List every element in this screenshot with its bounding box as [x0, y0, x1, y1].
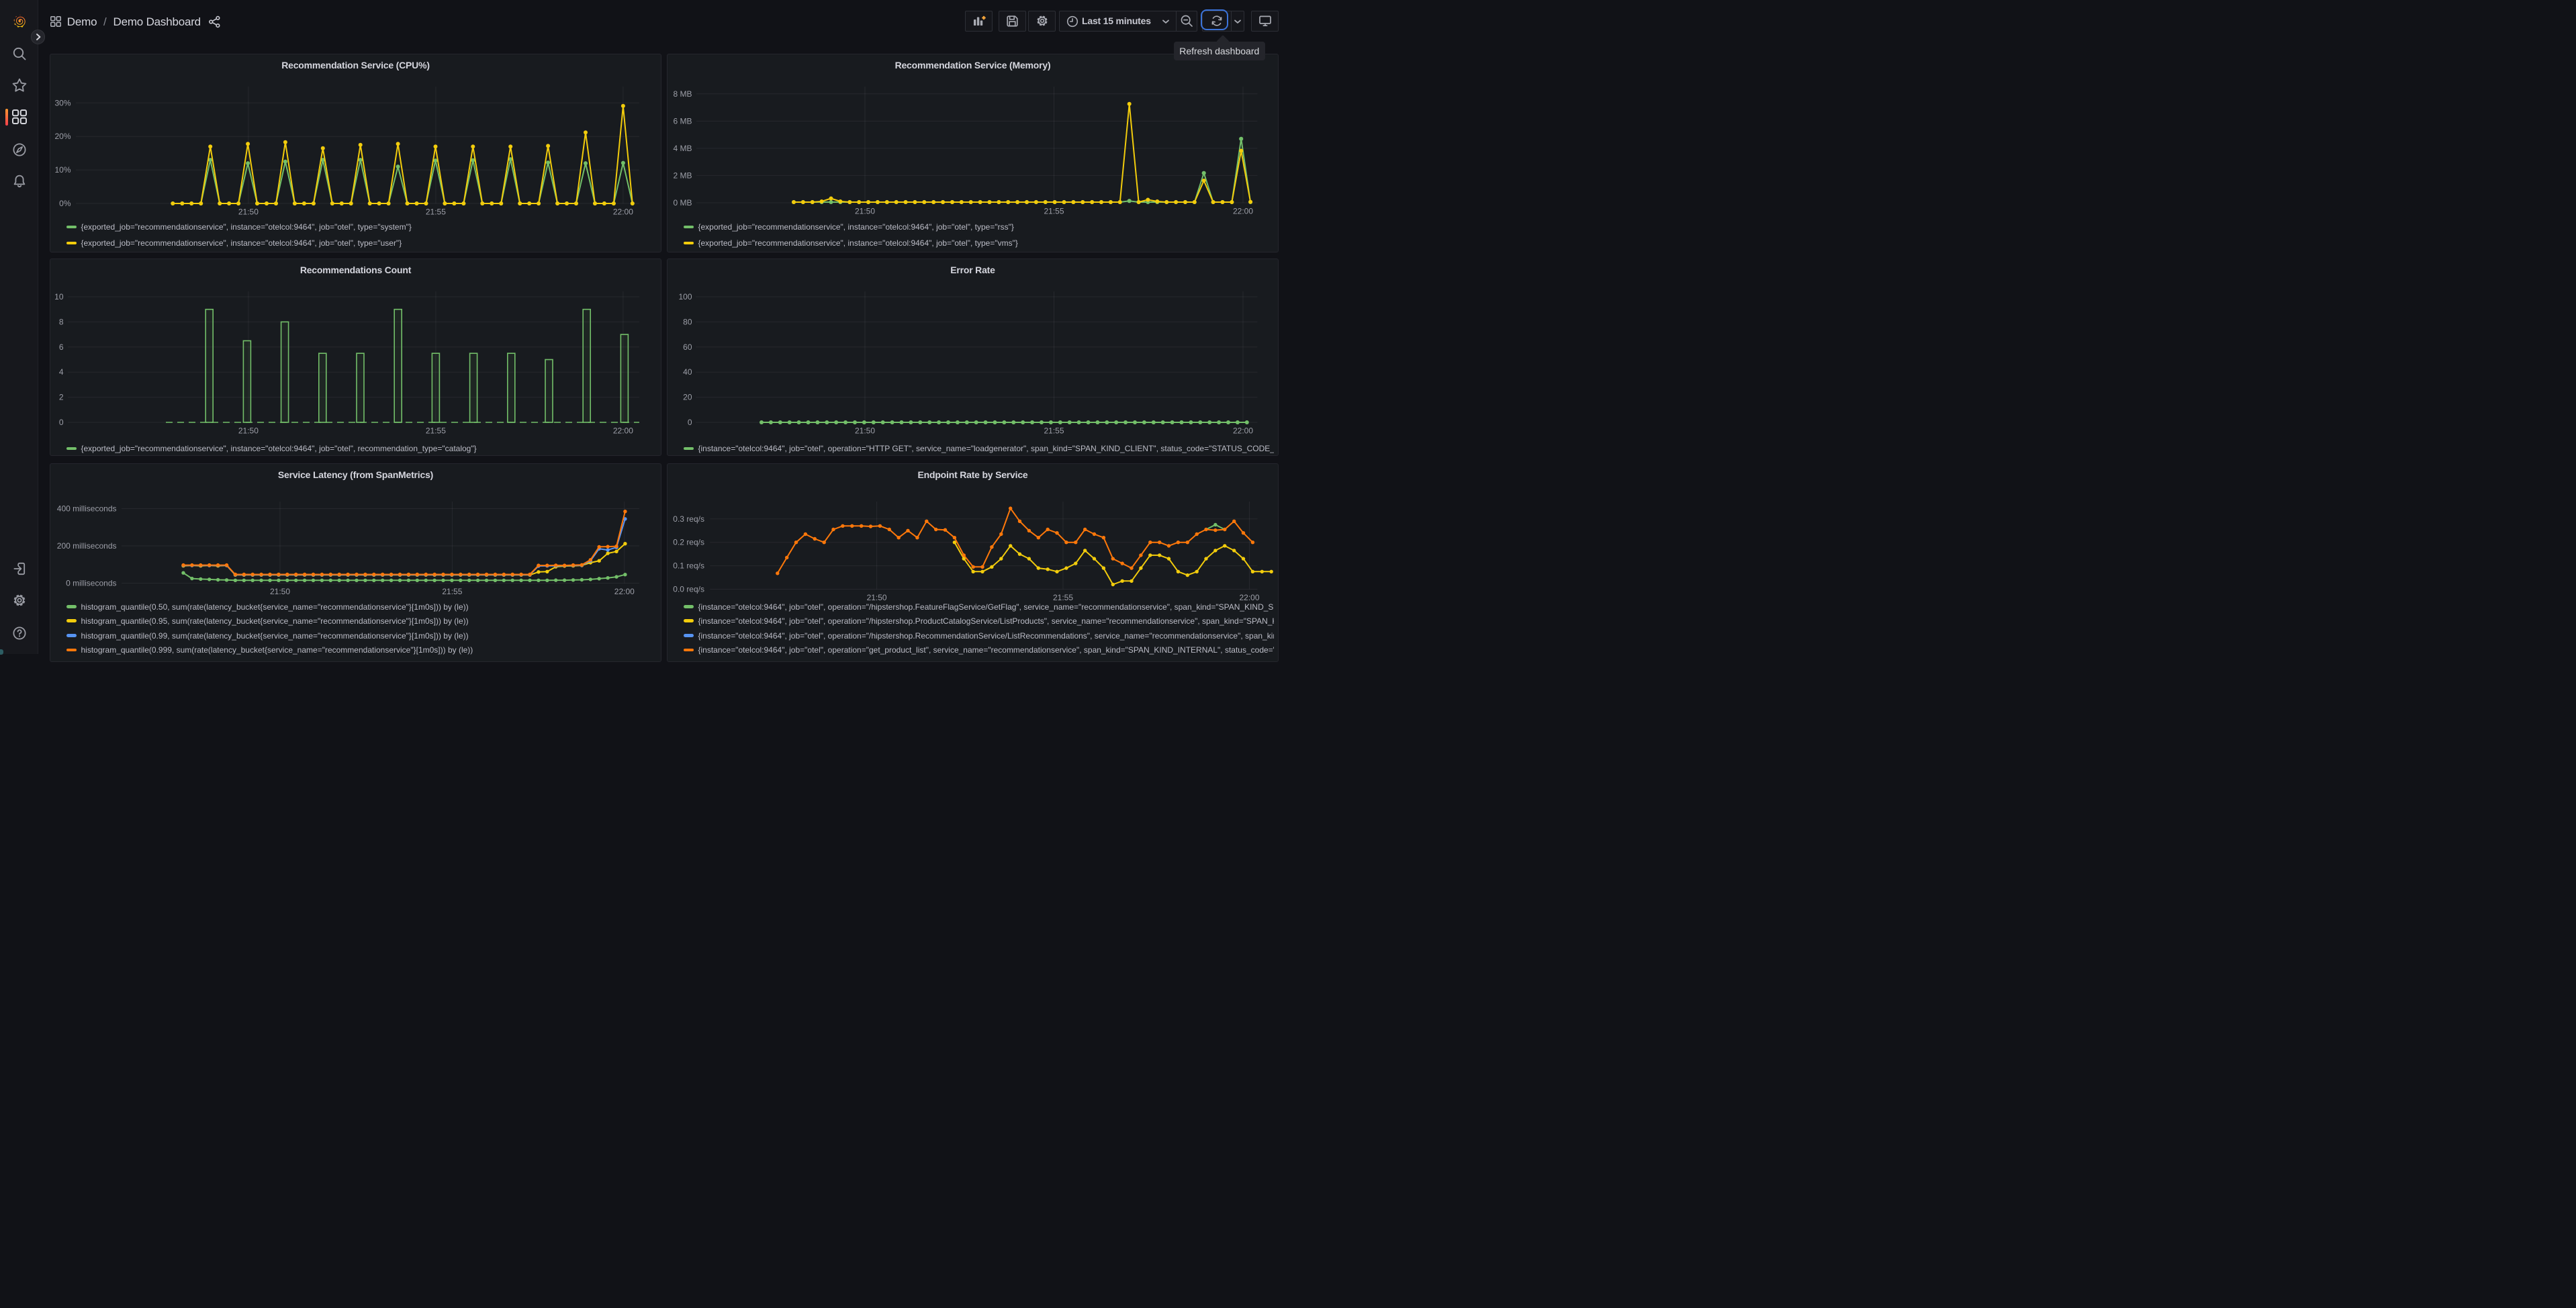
svg-text:0.2 req/s: 0.2 req/s — [673, 537, 704, 547]
svg-text:200 milliseconds: 200 milliseconds — [57, 541, 117, 551]
svg-text:22:00: 22:00 — [1239, 593, 1259, 602]
svg-text:0: 0 — [688, 418, 692, 427]
svg-text:21:55: 21:55 — [1044, 426, 1064, 436]
svg-text:40: 40 — [683, 367, 692, 377]
svg-text:21:55: 21:55 — [1044, 207, 1064, 216]
svg-text:21:50: 21:50 — [238, 207, 259, 217]
svg-text:20%: 20% — [54, 132, 71, 141]
svg-text:21:50: 21:50 — [238, 426, 259, 436]
svg-text:22:00: 22:00 — [613, 426, 633, 436]
svg-text:10%: 10% — [54, 165, 71, 175]
svg-text:21:50: 21:50 — [855, 207, 875, 216]
svg-text:22:00: 22:00 — [1233, 207, 1253, 216]
svg-text:0.3 req/s: 0.3 req/s — [673, 514, 704, 523]
svg-text:2 MB: 2 MB — [673, 171, 692, 180]
svg-text:0%: 0% — [59, 199, 71, 208]
svg-text:6 MB: 6 MB — [673, 116, 692, 126]
svg-text:0: 0 — [59, 418, 64, 427]
svg-text:0.1 req/s: 0.1 req/s — [673, 561, 704, 570]
svg-text:0 milliseconds: 0 milliseconds — [66, 578, 116, 588]
svg-text:21:55: 21:55 — [426, 207, 446, 217]
svg-text:0 MB: 0 MB — [673, 198, 692, 207]
svg-text:21:55: 21:55 — [426, 426, 446, 436]
svg-text:60: 60 — [683, 342, 692, 352]
svg-text:21:55: 21:55 — [1053, 593, 1073, 602]
svg-text:8: 8 — [59, 317, 64, 326]
svg-text:0.0 req/s: 0.0 req/s — [673, 584, 704, 594]
svg-text:22:00: 22:00 — [1233, 426, 1253, 436]
svg-text:22:00: 22:00 — [613, 207, 633, 217]
svg-text:80: 80 — [683, 317, 692, 326]
svg-text:21:50: 21:50 — [855, 426, 875, 436]
svg-text:4 MB: 4 MB — [673, 144, 692, 153]
svg-text:10: 10 — [54, 292, 64, 301]
svg-text:2: 2 — [59, 393, 64, 402]
svg-text:21:50: 21:50 — [867, 593, 887, 602]
svg-text:21:55: 21:55 — [442, 587, 462, 596]
svg-text:100: 100 — [678, 292, 692, 301]
svg-text:20: 20 — [683, 393, 692, 402]
svg-text:22:00: 22:00 — [614, 587, 635, 596]
svg-text:4: 4 — [59, 367, 64, 377]
svg-text:30%: 30% — [54, 98, 71, 107]
svg-text:6: 6 — [59, 342, 64, 352]
svg-text:21:50: 21:50 — [270, 587, 290, 596]
svg-text:400 milliseconds: 400 milliseconds — [57, 504, 117, 513]
svg-text:8 MB: 8 MB — [673, 89, 692, 99]
